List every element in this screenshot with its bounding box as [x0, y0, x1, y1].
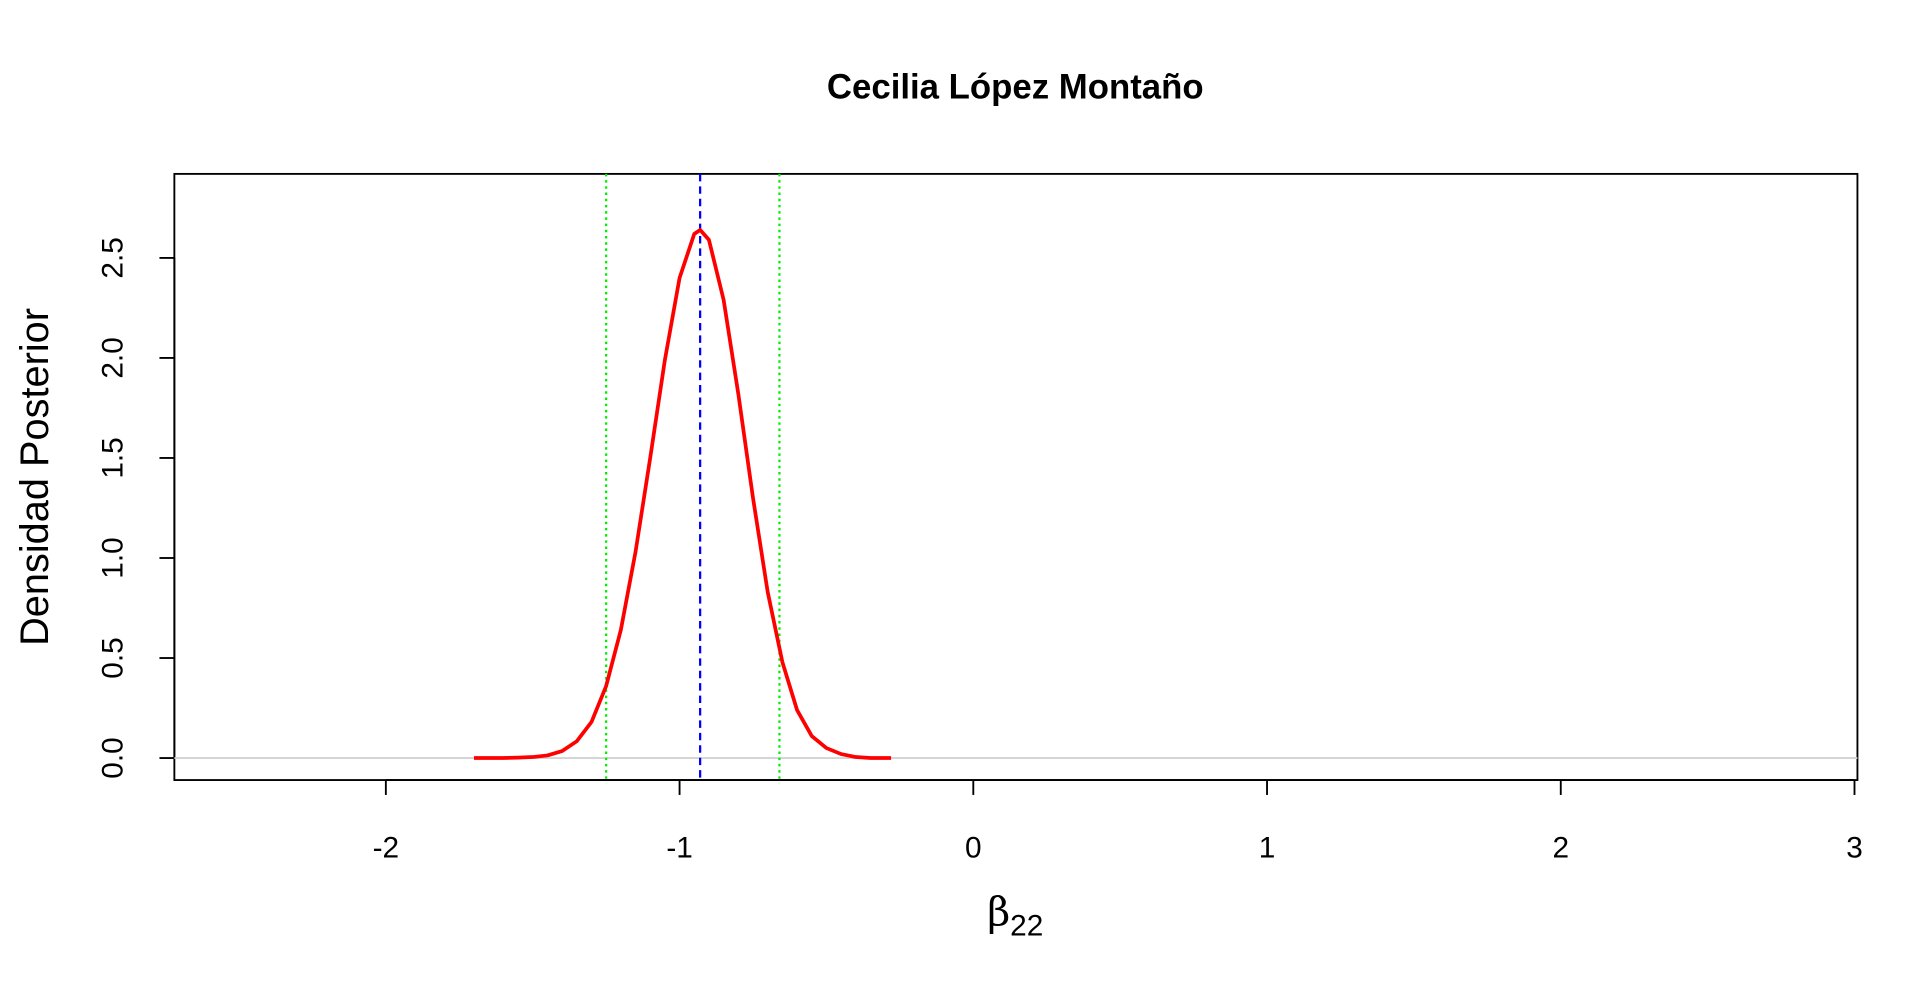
y-tick-label: 1.0 — [97, 537, 130, 578]
density-line — [473, 228, 892, 760]
x-tick-label: -2 — [373, 831, 399, 864]
x-axis-label: β22 — [987, 889, 1043, 942]
x-tick-label: 3 — [1846, 831, 1863, 864]
plot-frame — [173, 172, 1859, 781]
x-tick-label: 1 — [1259, 831, 1276, 864]
x-label-subscript: 22 — [1010, 909, 1043, 942]
x-tick-label: 0 — [965, 831, 982, 864]
y-axis-label: Densidad Posterior — [13, 308, 57, 646]
x-tick-label: 2 — [1552, 831, 1569, 864]
y-tick-label: 2.0 — [97, 337, 130, 378]
x-label-symbol: β — [987, 889, 1010, 935]
y-tick-label: 2.5 — [97, 237, 130, 278]
y-tick-label: 1.5 — [97, 437, 130, 478]
x-tick-label: -1 — [666, 831, 693, 864]
chart-title: Cecilia López Montaño — [827, 69, 1204, 107]
y-tick-label: 0.0 — [97, 737, 130, 778]
y-tick-label: 0.5 — [97, 637, 130, 678]
